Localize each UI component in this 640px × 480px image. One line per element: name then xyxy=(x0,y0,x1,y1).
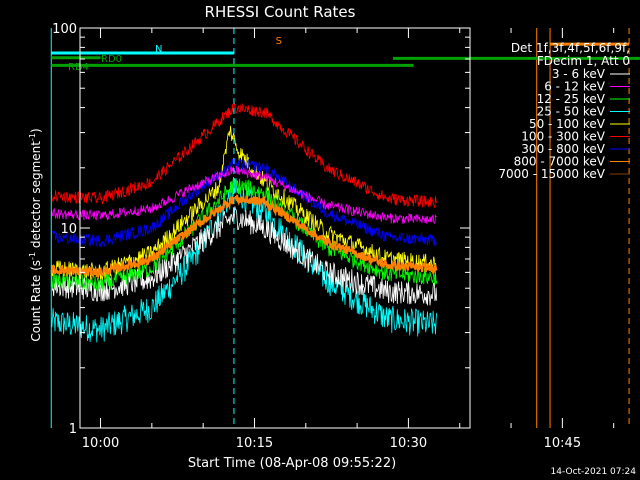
series-line-1 xyxy=(50,165,437,225)
y-tick-label-1: 10 xyxy=(60,222,77,237)
y-axis-label-mid: detector segment xyxy=(29,141,43,252)
state-bar-label-0: N xyxy=(155,44,162,55)
y-axis-label-end: ) xyxy=(29,128,43,133)
x-tick-label-1: 10:15 xyxy=(236,436,273,451)
chart-title: RHESSI Count Rates xyxy=(205,3,356,21)
series-line-0 xyxy=(50,206,438,306)
state-bar-label-1: RD0 xyxy=(101,54,122,65)
markers-layer: N RD0 RD4 S xyxy=(50,28,640,428)
state-bar-label-4: S xyxy=(276,36,282,47)
legend-entry-3: 25 - 50 keV xyxy=(537,105,606,119)
legend-entry-7: 800 - 7000 keV xyxy=(514,155,606,169)
x-tick-label-0: 10:00 xyxy=(82,436,119,451)
legend-header-1: Det 1f,3f,4f,5f,6f,9f, xyxy=(511,41,630,55)
legend: Det 1f,3f,4f,5f,6f,9f, FDecim 1, Att 0 3… xyxy=(498,41,630,181)
legend-entry-0: 3 - 6 keV xyxy=(552,67,606,81)
y-tick-label-0: 1 xyxy=(69,422,77,437)
legend-header-2: FDecim 1, Att 0 xyxy=(537,54,630,68)
y-axis-label-sup2: -1 xyxy=(28,133,37,141)
y-axis-label-main: Count Rate (s xyxy=(29,260,43,342)
axes-layer: 11010010:0010:1510:3010:4511:0011:1511:3… xyxy=(52,22,615,451)
legend-entry-5: 100 - 300 keV xyxy=(521,130,605,144)
series-line-5 xyxy=(50,102,438,209)
y-tick-label-2: 100 xyxy=(52,22,77,37)
x-tick-label-3: 10:45 xyxy=(544,436,581,451)
x-tick-label-2: 10:30 xyxy=(390,436,427,451)
legend-entry-1: 6 - 12 keV xyxy=(544,80,606,94)
y-axis-label-sup1: -1 xyxy=(28,252,37,260)
data-layer xyxy=(50,102,438,343)
series-line-2 xyxy=(50,177,438,292)
legend-entry-4: 50 - 100 keV xyxy=(529,117,606,131)
legend-entry-8: 7000 - 15000 keV xyxy=(498,167,605,181)
y-axis-label: Count Rate (s-1 detector segment-1) xyxy=(28,128,43,341)
state-bar-label-2: RD4 xyxy=(68,62,89,73)
footer-timestamp: 14-Oct-2021 07:24 xyxy=(551,467,637,477)
series-line-7 xyxy=(50,194,438,280)
legend-entry-6: 300 - 800 keV xyxy=(521,142,605,156)
series-line-4 xyxy=(50,125,438,281)
series-line-6 xyxy=(50,157,437,248)
legend-entry-2: 12 - 25 keV xyxy=(537,92,606,106)
x-axis-label: Start Time (08-Apr-08 09:55:22) xyxy=(188,456,396,471)
